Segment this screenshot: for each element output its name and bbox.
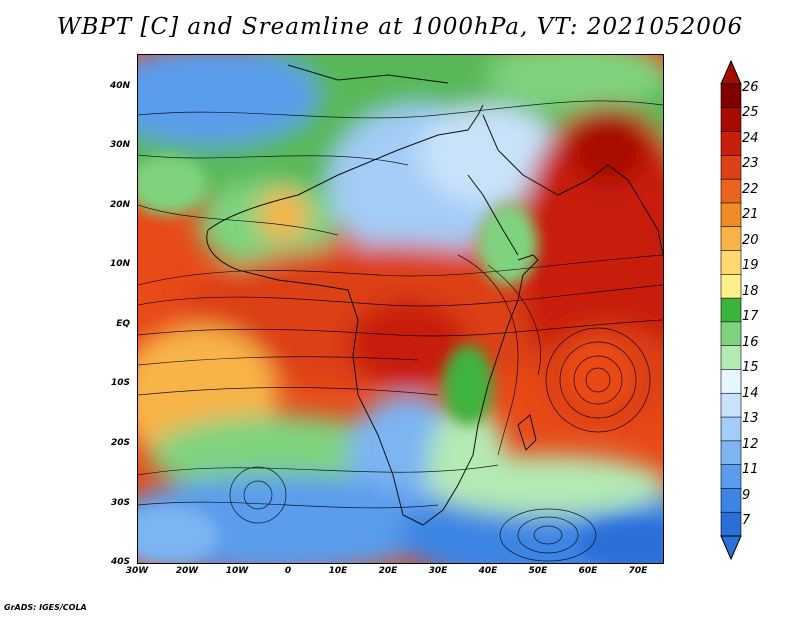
legend-label-14: 14 <box>742 386 759 401</box>
legend-color-swatch <box>720 345 742 371</box>
temperature-details <box>138 155 663 563</box>
legend-label-24: 24 <box>742 131 759 146</box>
legend-color-swatch <box>720 226 742 252</box>
legend-arrow-top <box>720 60 742 85</box>
legend-color-swatch <box>720 107 742 133</box>
coastlines <box>206 64 663 526</box>
legend-label-19: 19 <box>742 258 759 273</box>
legend-color-swatch <box>720 155 742 180</box>
legend-label-23: 23 <box>742 156 759 171</box>
lon-label-30w: 30W <box>125 566 149 576</box>
lat-label-30s: 30S <box>110 498 130 508</box>
lon-label-10w: 10W <box>225 566 249 576</box>
lon-label-0: 0 <box>284 566 292 576</box>
legend-arrow-bottom <box>720 535 742 560</box>
legend-label-7: 7 <box>742 513 751 528</box>
lon-label-20w: 20W <box>175 566 199 576</box>
grads-credit: GrADS: IGES/COLA <box>4 603 87 612</box>
legend-color-swatch <box>720 250 742 276</box>
lat-label-30n: 30N <box>109 140 130 150</box>
color-legend <box>720 60 742 560</box>
lat-label-10n: 10N <box>109 259 130 269</box>
legend-label-26: 26 <box>742 80 759 95</box>
lon-label-50e: 50E <box>528 566 548 576</box>
legend-label-9: 9 <box>742 488 751 503</box>
legend-label-13: 13 <box>742 411 759 426</box>
legend-color-swatch <box>720 131 742 157</box>
streamlines <box>138 100 663 562</box>
legend-color-swatch <box>720 511 742 537</box>
legend-color-swatch <box>720 274 742 299</box>
legend-label-16: 16 <box>742 335 759 350</box>
lat-label-40s: 40S <box>110 557 130 567</box>
legend-label-12: 12 <box>742 437 759 452</box>
legend-color-swatch <box>720 178 742 204</box>
lat-label-20n: 20N <box>109 200 130 210</box>
legend-color-swatch <box>720 488 742 514</box>
legend-label-18: 18 <box>742 284 759 299</box>
legend-color-swatch <box>720 369 742 395</box>
lat-label-40n: 40N <box>109 81 130 91</box>
page-title: WBPT [C] and Sreamline at 1000hPa, VT: 2… <box>56 14 744 40</box>
lat-label-20s: 20S <box>110 438 130 448</box>
legend-label-22: 22 <box>742 182 759 197</box>
temperature-field <box>138 55 663 563</box>
legend-label-17: 17 <box>742 309 759 324</box>
lon-label-30e: 30E <box>428 566 448 576</box>
legend-label-25: 25 <box>742 105 759 120</box>
legend-color-swatch <box>720 416 742 442</box>
lon-label-10e: 10E <box>328 566 348 576</box>
legend-label-11: 11 <box>742 462 759 477</box>
lon-label-60e: 60E <box>578 566 598 576</box>
legend-color-swatch <box>720 321 742 347</box>
legend-color-swatch <box>720 392 742 418</box>
legend-color-swatch <box>720 202 742 228</box>
legend-color-swatch <box>720 440 742 466</box>
lat-label-10s: 10S <box>110 378 130 388</box>
wbpt-streamline-map <box>138 55 663 563</box>
lat-label-eq: EQ <box>116 319 130 329</box>
legend-label-15: 15 <box>742 360 759 375</box>
legend-color-swatch <box>720 83 742 109</box>
legend-label-21: 21 <box>742 207 759 222</box>
lon-label-40e: 40E <box>478 566 498 576</box>
legend-color-swatch <box>720 464 742 490</box>
legend-color-swatch <box>720 297 742 323</box>
lon-label-70e: 70E <box>628 566 648 576</box>
map-panel <box>137 54 664 564</box>
lon-label-20e: 20E <box>378 566 398 576</box>
legend-label-20: 20 <box>742 233 759 248</box>
